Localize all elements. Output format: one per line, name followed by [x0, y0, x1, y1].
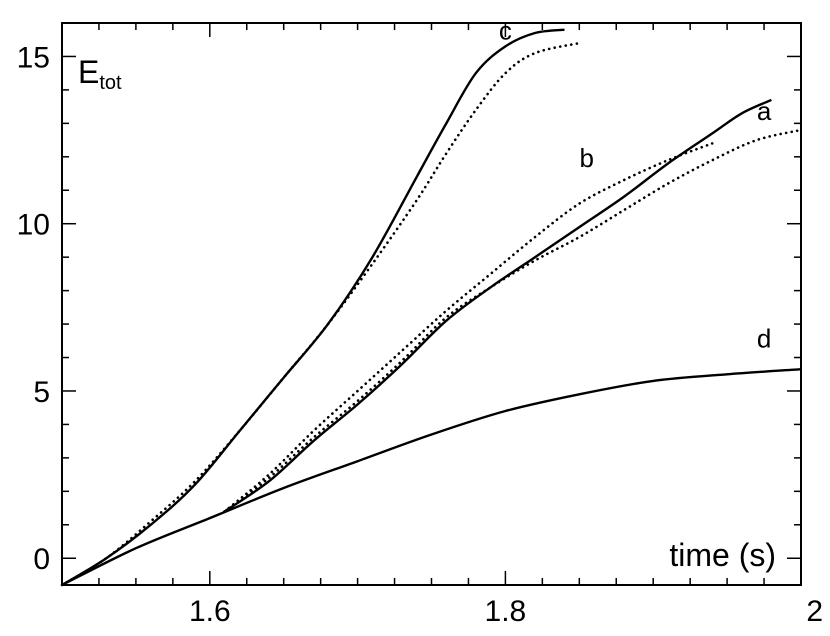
curve-label-d: d [757, 323, 771, 353]
y-tick-label: 10 [17, 209, 50, 242]
y-tick-label: 5 [33, 376, 50, 409]
x-tick-label: 1.8 [485, 595, 527, 628]
x-tick-label: 2 [806, 595, 823, 628]
x-axis-label: time (s) [669, 537, 776, 573]
y-axis-label-sub: tot [99, 72, 122, 94]
curves [60, 28, 803, 587]
axis-tick-labels: 1.6 1.8 2 0 5 10 15 [17, 41, 823, 628]
curve-labels: a b c d [499, 16, 772, 354]
curve-d-solid [61, 368, 802, 587]
y-axis-label: Etot [78, 54, 122, 94]
y-axis-label-main: E [78, 54, 99, 90]
y-tick-label: 15 [17, 41, 50, 74]
curve-a-solid [223, 98, 772, 513]
curve-label-a: a [757, 96, 772, 126]
curve-c-solid [61, 28, 565, 587]
curve-c-dotted [60, 41, 581, 587]
curve-label-c: c [499, 16, 512, 46]
curve-a-dotted [223, 128, 803, 513]
x-tick-label: 1.6 [189, 595, 231, 628]
y-tick-label: 0 [33, 543, 50, 576]
curve-label-b: b [579, 143, 593, 173]
axis-ticks [61, 22, 802, 585]
